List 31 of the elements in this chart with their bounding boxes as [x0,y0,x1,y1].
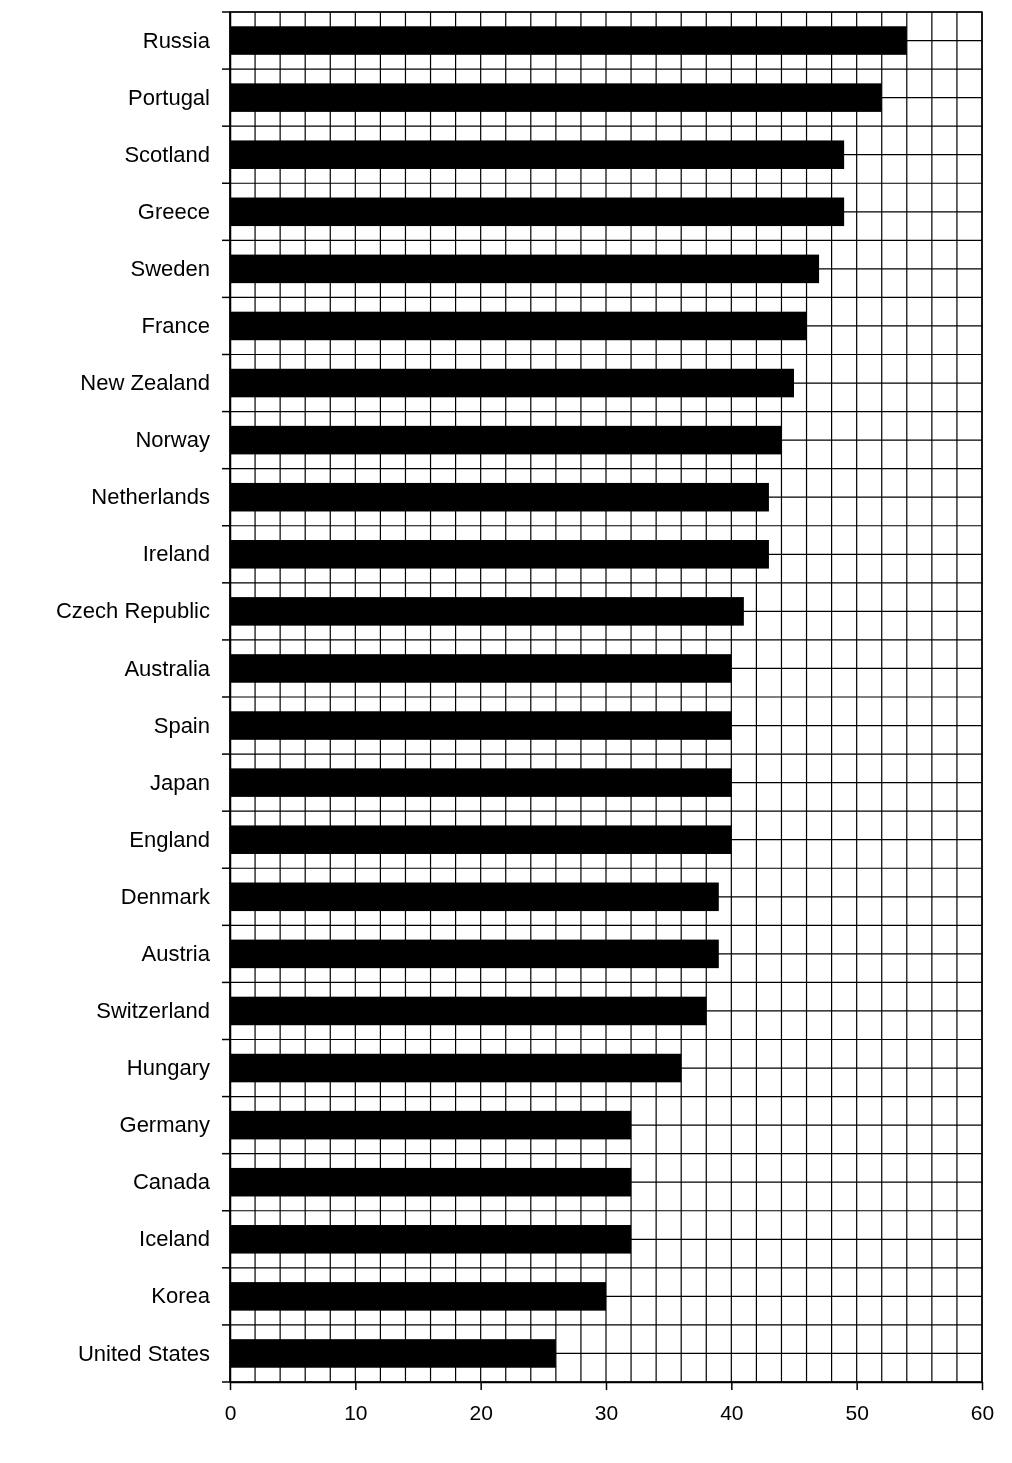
y-tick-label: Germany [119,1112,210,1138]
y-tick-label: Hungary [126,1055,210,1081]
y-tick-label: Portugal [128,84,210,110]
y-tick-label: Czech Republic [55,598,210,624]
x-tick-label: 10 [344,1401,368,1425]
y-tick-label: Korea [151,1283,211,1309]
y-tick-label: Canada [132,1169,211,1195]
y-tick-label: New Zealand [80,370,210,396]
y-tick-label: Sweden [130,255,210,281]
x-tick-label: 30 [594,1401,619,1425]
y-tick-label: Iceland [139,1226,210,1252]
y-tick-label: Norway [135,427,210,453]
y-tick-label: France [141,313,210,338]
x-tick-label: 0 [224,1401,237,1425]
y-tick-label: Spain [153,712,210,738]
x-tick-label: 20 [469,1401,493,1425]
x-tick-label: 50 [845,1401,869,1425]
y-tick-label: Switzerland [96,998,210,1023]
y-tick-label: Netherlands [91,484,210,510]
x-tick-label: 40 [720,1401,744,1425]
x-tick-label: 60 [970,1401,995,1425]
y-tick-label: United States [77,1340,210,1366]
y-tick-label: Austria [141,940,211,966]
y-tick-label: England [129,826,210,852]
y-tick-label: Russia [142,27,211,53]
y-tick-label: Denmark [120,883,211,909]
y-tick-label: Japan [150,769,210,795]
y-tick-label: Ireland [142,541,210,567]
y-tick-label: Greece [137,198,210,224]
y-tick-label: Australia [124,655,211,681]
y-tick-label: Scotland [124,141,210,167]
